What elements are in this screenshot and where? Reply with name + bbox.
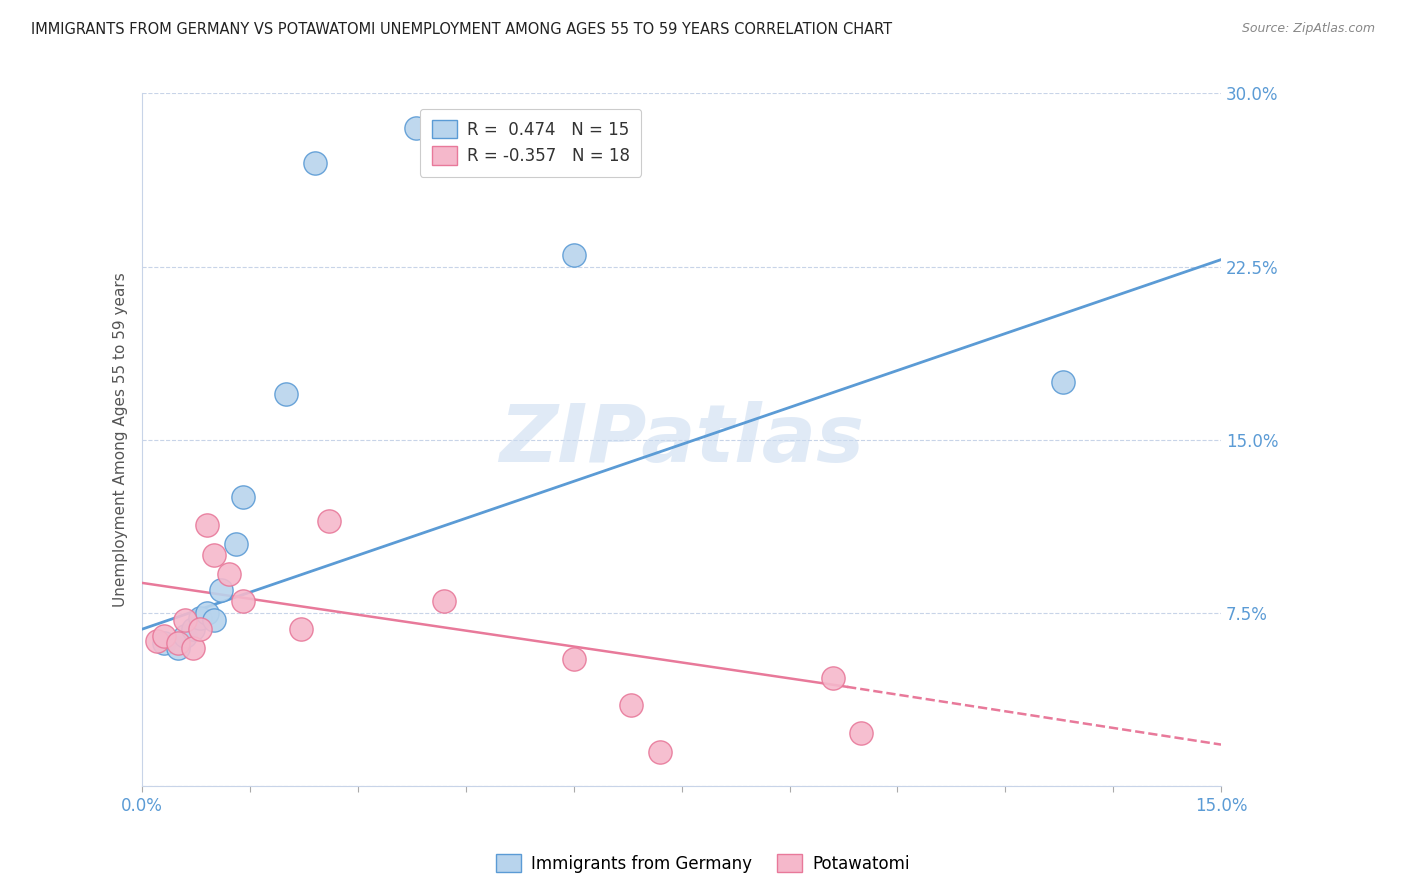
Y-axis label: Unemployment Among Ages 55 to 59 years: Unemployment Among Ages 55 to 59 years [114, 272, 128, 607]
Point [202, 548, 225, 562]
Point [648, 744, 671, 758]
Text: Source: ZipAtlas.com: Source: ZipAtlas.com [1241, 22, 1375, 36]
Point [145, 633, 167, 648]
Point [318, 514, 340, 528]
Legend: Immigrants from Germany, Potawatomi: Immigrants from Germany, Potawatomi [489, 847, 917, 880]
Point [195, 606, 218, 620]
Point [181, 622, 204, 636]
Point [276, 386, 298, 401]
Point [304, 155, 326, 169]
Text: ZIPatlas: ZIPatlas [499, 401, 865, 479]
Point [821, 671, 844, 685]
Point [153, 636, 176, 650]
Point [167, 636, 190, 650]
Point [153, 629, 176, 643]
Point [405, 120, 427, 135]
Point [562, 652, 585, 666]
Point [562, 248, 585, 262]
Point [851, 726, 873, 740]
Point [181, 640, 204, 655]
Text: IMMIGRANTS FROM GERMANY VS POTAWATOMI UNEMPLOYMENT AMONG AGES 55 TO 59 YEARS COR: IMMIGRANTS FROM GERMANY VS POTAWATOMI UN… [31, 22, 891, 37]
Point [232, 491, 254, 505]
Point [225, 536, 247, 550]
Point [433, 594, 456, 608]
Point [202, 613, 225, 627]
Point [174, 629, 197, 643]
Point [620, 698, 643, 713]
Point [218, 566, 240, 581]
Point [188, 610, 211, 624]
Point [167, 640, 190, 655]
Legend: R =  0.474   N = 15, R = -0.357   N = 18: R = 0.474 N = 15, R = -0.357 N = 18 [420, 109, 641, 177]
Point [290, 622, 312, 636]
Point [174, 613, 197, 627]
Point [209, 582, 232, 597]
Point [188, 622, 211, 636]
Point [195, 518, 218, 533]
Point [1052, 375, 1074, 389]
Point [232, 594, 254, 608]
